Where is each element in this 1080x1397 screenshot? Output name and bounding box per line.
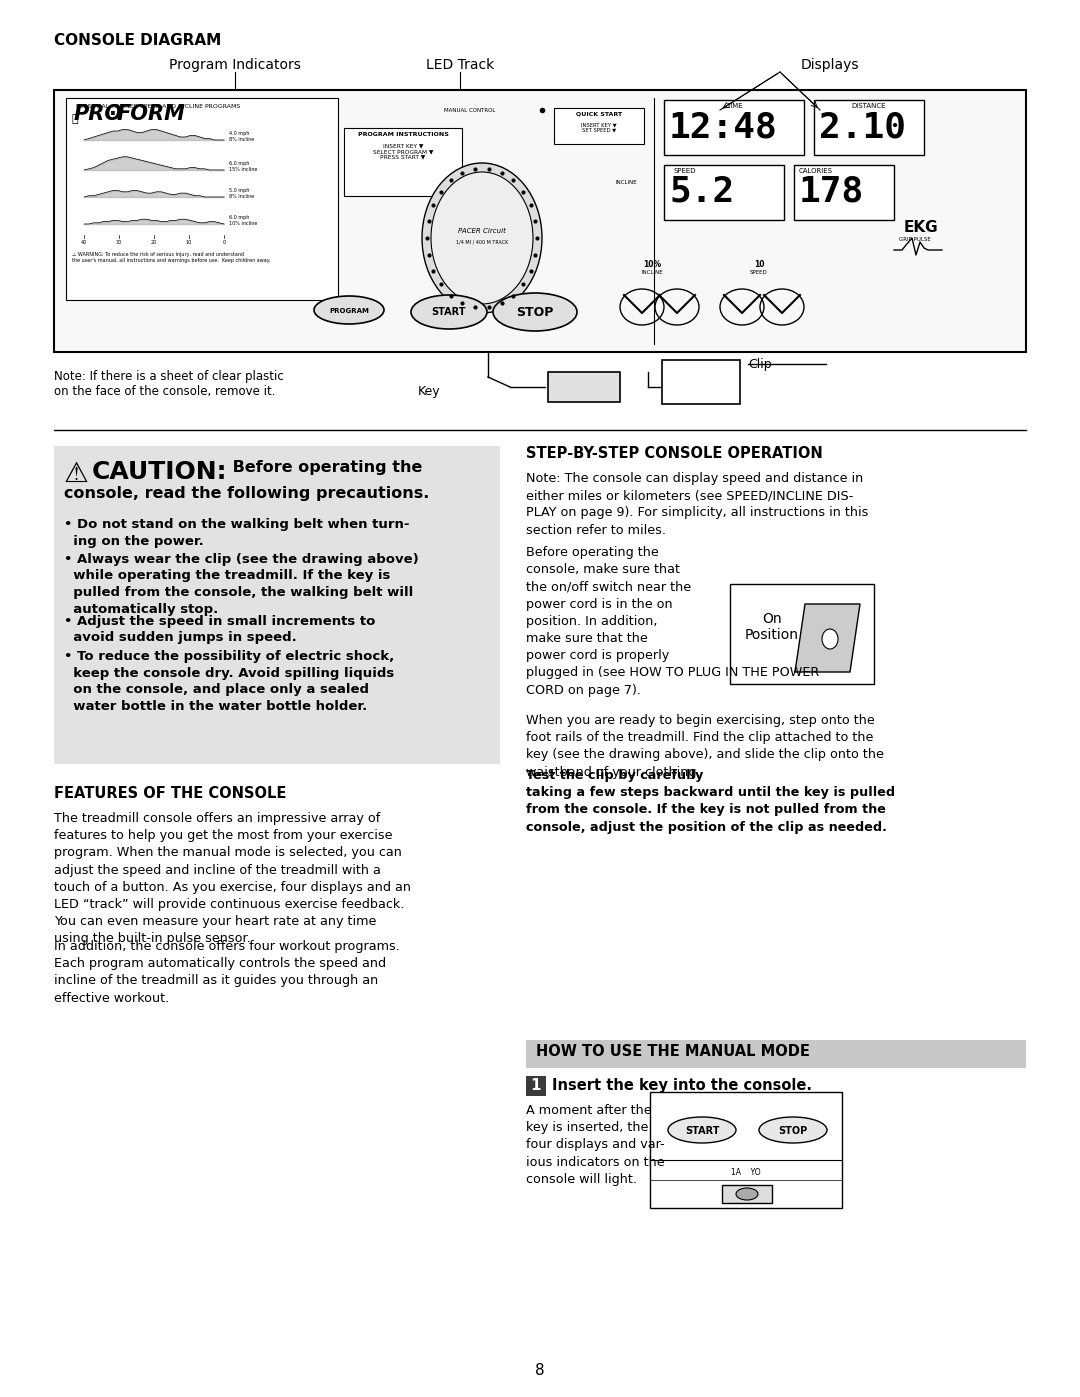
- Text: TIME: TIME: [726, 103, 742, 109]
- Text: Key: Key: [418, 386, 441, 398]
- Text: 4.0 mph
8% incline: 4.0 mph 8% incline: [229, 131, 254, 142]
- Bar: [66, 98, 338, 300]
- Text: On: On: [762, 612, 782, 626]
- Bar: [730, 584, 874, 685]
- Bar: [723, 1185, 772, 1203]
- Text: • Do not stand on the walking belt when turn-
  ing on the power.: • Do not stand on the walking belt when …: [64, 518, 409, 548]
- Text: CAUTION:: CAUTION:: [92, 460, 228, 483]
- Ellipse shape: [314, 296, 384, 324]
- Bar: [548, 372, 620, 402]
- Text: Note: If there is a sheet of clear plastic
on the face of the console, remove it: Note: If there is a sheet of clear plast…: [54, 370, 284, 398]
- Text: 40: 40: [81, 240, 87, 244]
- Text: Insert the key into the console.: Insert the key into the console.: [552, 1078, 812, 1092]
- Text: ⚠: ⚠: [64, 460, 89, 488]
- Text: Test the clip by carefully
taking a few steps backward until the key is pulled
f: Test the clip by carefully taking a few …: [526, 768, 895, 834]
- Text: INSERT KEY ▼
SELECT PROGRAM ▼
PRESS START ▼: INSERT KEY ▼ SELECT PROGRAM ▼ PRESS STAR…: [373, 142, 433, 159]
- Bar: [650, 1092, 842, 1208]
- Text: 8: 8: [536, 1363, 544, 1377]
- Ellipse shape: [735, 1187, 758, 1200]
- Text: GRIP PULSE: GRIP PULSE: [899, 237, 931, 242]
- Text: HOW TO USE THE MANUAL MODE: HOW TO USE THE MANUAL MODE: [536, 1044, 810, 1059]
- Text: INCLINE: INCLINE: [616, 180, 637, 184]
- Text: The treadmill console offers an impressive array of
features to help you get the: The treadmill console offers an impressi…: [54, 812, 411, 946]
- Text: Program Indicators: Program Indicators: [170, 59, 301, 73]
- Ellipse shape: [669, 1118, 735, 1143]
- Text: Position: Position: [745, 629, 799, 643]
- Text: 178: 178: [799, 175, 864, 208]
- Text: ⚠ WARNING: To reduce the risk of serious injury, read and understand
the user's : ⚠ WARNING: To reduce the risk of serious…: [72, 251, 270, 263]
- Text: 10%: 10%: [643, 260, 661, 270]
- Text: INSERT KEY ▼
SET SPEED ▼: INSERT KEY ▼ SET SPEED ▼: [581, 122, 617, 133]
- Ellipse shape: [411, 295, 487, 330]
- Bar: [54, 446, 500, 764]
- Text: 20: 20: [151, 240, 157, 244]
- Polygon shape: [795, 604, 860, 672]
- Text: SPEED: SPEED: [674, 168, 697, 175]
- Text: PROGRAM INSTRUCTIONS: PROGRAM INSTRUCTIONS: [357, 131, 448, 137]
- Bar: [554, 108, 644, 144]
- Text: STOP: STOP: [516, 306, 554, 319]
- Bar: [662, 360, 740, 404]
- Text: • To reduce the possibility of electric shock,
  keep the console dry. Avoid spi: • To reduce the possibility of electric …: [64, 650, 394, 712]
- Text: A moment after the
key is inserted, the
four displays and var-
ious indicators o: A moment after the key is inserted, the …: [526, 1104, 664, 1186]
- Bar: [54, 89, 1026, 352]
- Text: Displays: Displays: [800, 59, 860, 73]
- Text: 0: 0: [222, 240, 226, 244]
- Text: PRO: PRO: [75, 103, 123, 124]
- Text: 10: 10: [186, 240, 192, 244]
- Text: START: START: [432, 307, 467, 317]
- Text: Before operating the
console, make sure that
the on/off switch near the
power co: Before operating the console, make sure …: [526, 546, 820, 697]
- Ellipse shape: [431, 172, 534, 305]
- Text: 2.10: 2.10: [819, 110, 906, 144]
- Text: START: START: [685, 1126, 719, 1136]
- Text: 1: 1: [530, 1078, 541, 1092]
- Ellipse shape: [759, 1118, 827, 1143]
- Ellipse shape: [822, 629, 838, 650]
- Text: 12:48: 12:48: [669, 110, 778, 144]
- Text: CONSOLE DIAGRAM: CONSOLE DIAGRAM: [54, 34, 221, 47]
- Text: CALORIES: CALORIES: [799, 168, 833, 175]
- Text: FEATURES OF THE CONSOLE: FEATURES OF THE CONSOLE: [54, 787, 286, 800]
- Text: Clip: Clip: [748, 358, 771, 372]
- Text: 5.2: 5.2: [669, 175, 734, 208]
- Text: Before operating the: Before operating the: [227, 460, 422, 475]
- Text: ·: ·: [109, 103, 117, 124]
- Text: PACER Circuit: PACER Circuit: [458, 228, 505, 235]
- Text: 1A    YO: 1A YO: [731, 1168, 760, 1178]
- Bar: [794, 165, 894, 219]
- Bar: [664, 165, 784, 219]
- Bar: [814, 101, 924, 155]
- Bar: [526, 1039, 1026, 1067]
- Bar: [526, 1076, 546, 1097]
- Text: INCLINE: INCLINE: [642, 270, 663, 275]
- Ellipse shape: [492, 293, 577, 331]
- Text: DISTANCE: DISTANCE: [852, 103, 887, 109]
- Text: In addition, the console offers four workout programs.
Each program automaticall: In addition, the console offers four wor…: [54, 940, 400, 1004]
- Text: When you are ready to begin exercising, step onto the
foot rails of the treadmil: When you are ready to begin exercising, …: [526, 714, 883, 778]
- Text: SPEED: SPEED: [751, 270, 768, 275]
- Text: console, read the following precautions.: console, read the following precautions.: [64, 486, 430, 502]
- Text: 10: 10: [754, 260, 765, 270]
- Text: STEP-BY-STEP CONSOLE OPERATION: STEP-BY-STEP CONSOLE OPERATION: [526, 446, 823, 461]
- Text: • Always wear the clip (see the drawing above)
  while operating the treadmill. : • Always wear the clip (see the drawing …: [64, 553, 419, 616]
- Text: 30: 30: [116, 240, 122, 244]
- Text: 1/4 MI / 400 M TRACK: 1/4 MI / 400 M TRACK: [456, 240, 509, 244]
- Text: MANUAL CONTROL: MANUAL CONTROL: [444, 108, 496, 113]
- Text: LED Track: LED Track: [426, 59, 495, 73]
- Text: PROGRAM: PROGRAM: [329, 307, 369, 314]
- Text: Note: The console can display speed and distance in
either miles or kilometers (: Note: The console can display speed and …: [526, 472, 868, 536]
- Text: • Adjust the speed in small increments to
  avoid sudden jumps in speed.: • Adjust the speed in small increments t…: [64, 615, 376, 644]
- Bar: [664, 101, 804, 155]
- Text: 6.0 mph
15% incline: 6.0 mph 15% incline: [229, 161, 257, 172]
- Ellipse shape: [422, 163, 542, 313]
- Text: 🚶: 🚶: [72, 115, 79, 124]
- Text: FORM: FORM: [117, 103, 186, 124]
- Text: STOP: STOP: [779, 1126, 808, 1136]
- Text: EKG: EKG: [904, 219, 939, 235]
- Text: QUICK START: QUICK START: [576, 112, 622, 117]
- Text: 5.0 mph
8% incline: 5.0 mph 8% incline: [229, 189, 254, 198]
- Text: PERSONAL TRAINER SPEED AND INCLINE PROGRAMS: PERSONAL TRAINER SPEED AND INCLINE PROGR…: [76, 103, 240, 109]
- Bar: [345, 129, 462, 196]
- Text: 6.0 mph
10% incline: 6.0 mph 10% incline: [229, 215, 257, 226]
